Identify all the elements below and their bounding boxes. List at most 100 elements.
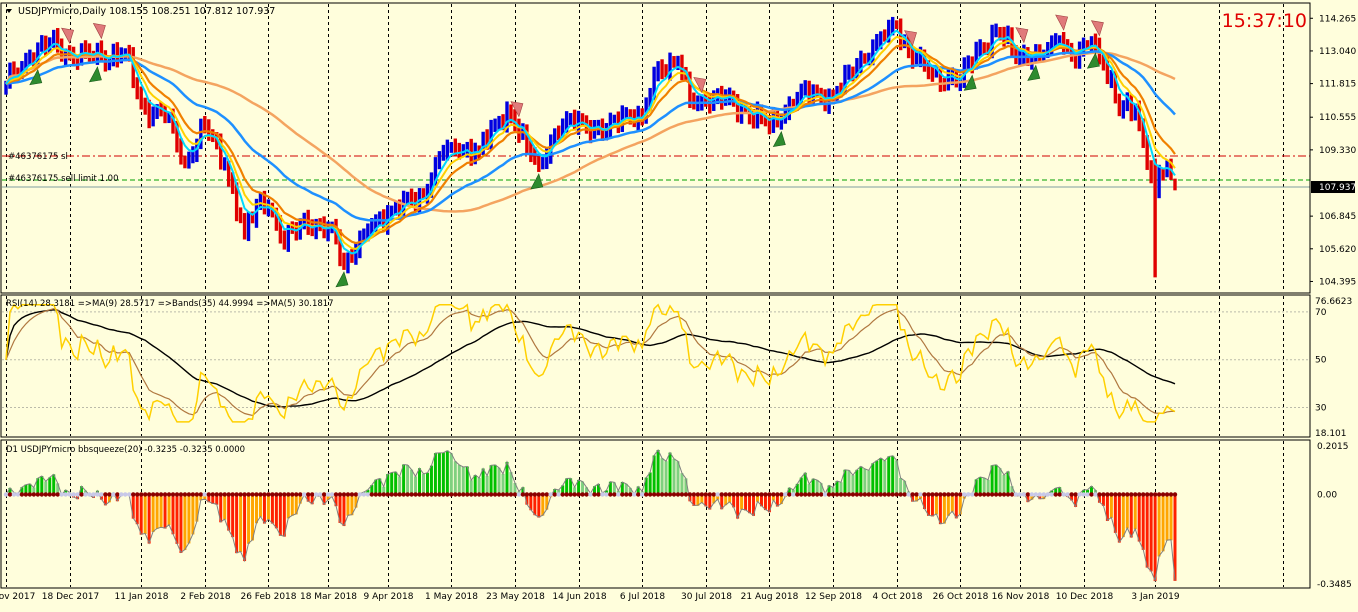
squeeze-bar [36, 478, 40, 495]
squeeze-bar [139, 494, 143, 535]
squeeze-dot [536, 492, 542, 497]
squeeze-dot [309, 492, 315, 497]
squeeze-bar [282, 494, 286, 537]
squeeze-dot [576, 492, 581, 497]
squeeze-dot [707, 492, 712, 497]
squeeze-bar [286, 494, 290, 519]
sell-arrow-icon [1055, 14, 1069, 31]
squeeze-dot [445, 492, 450, 497]
squeeze-dot [1133, 492, 1138, 497]
squeeze-dot [1001, 492, 1007, 497]
squeeze-dot [154, 492, 160, 497]
squeeze-dot [453, 492, 458, 497]
collapse-triangle-icon [6, 9, 12, 13]
squeeze-bar [262, 494, 266, 524]
squeeze-bar [561, 485, 565, 495]
squeeze-dot [842, 492, 848, 497]
squeeze-dot [894, 492, 899, 497]
squeeze-bar [247, 494, 251, 544]
squeeze-dot [166, 492, 172, 497]
squeeze-dot [214, 492, 219, 497]
squeeze-bar [1121, 494, 1125, 538]
sell-arrow-icon [92, 23, 106, 40]
x-axis-label: 21 Aug 2018 [741, 592, 799, 602]
squeeze-bar [99, 494, 103, 500]
buy-arrow-icon [1086, 52, 1100, 69]
squeeze-dot [353, 492, 359, 497]
squeeze-dot [608, 492, 613, 497]
squeeze-bar [541, 494, 545, 516]
squeeze-dot [966, 492, 971, 497]
x-axis-label: 24 Nov 2017 [0, 592, 35, 602]
squeeze-dot [1045, 492, 1050, 497]
squeeze-dot [1041, 492, 1046, 497]
squeeze-dot [636, 492, 641, 497]
x-axis-label: 1 May 2018 [425, 592, 478, 602]
squeeze-dot [186, 492, 192, 497]
squeeze-dot [349, 492, 355, 497]
squeeze-bar [131, 494, 135, 519]
squeeze-dot [238, 492, 243, 497]
squeeze-dot [834, 492, 840, 497]
ma-long-line [4, 51, 1176, 213]
squeeze-dot [55, 492, 60, 497]
squeeze-dot [1089, 492, 1094, 497]
squeeze-bar [151, 494, 155, 533]
squeeze-dot [361, 492, 367, 497]
squeeze-dot [767, 492, 772, 497]
squeeze-dot [1137, 492, 1142, 497]
squeeze-bar [374, 479, 378, 495]
squeeze-bar [903, 480, 907, 495]
squeeze-bar [215, 494, 219, 505]
squeeze-bar [811, 478, 815, 495]
squeeze-dot [759, 492, 764, 497]
price-tick-label: 106.845 [1319, 212, 1356, 222]
squeeze-dot [962, 492, 967, 497]
squeeze-dot [170, 492, 176, 497]
squeeze-dot [826, 492, 832, 497]
squeeze-bar [143, 494, 147, 535]
x-axis-label: 4 Oct 2018 [873, 592, 923, 602]
squeeze-dot [906, 492, 911, 497]
squeeze-bar [700, 494, 704, 503]
squeeze-bar [744, 494, 748, 511]
squeeze-dot [540, 492, 545, 497]
squeeze-dot [87, 492, 92, 497]
squeeze-dot [719, 492, 724, 497]
squeeze-dot [568, 492, 573, 497]
squeeze-dot [1009, 492, 1015, 497]
squeeze-bar [239, 494, 243, 553]
squeeze-dot [1073, 492, 1078, 497]
squeeze-bar [819, 483, 823, 495]
squeeze-dot [528, 492, 534, 497]
squeeze-bar [831, 487, 835, 495]
squeeze-dot [333, 492, 339, 497]
squeeze-bar [954, 494, 958, 519]
squeeze-dot [886, 492, 891, 497]
squeeze-bar [513, 482, 517, 495]
squeeze-dot [639, 492, 645, 497]
squeeze-bar [1137, 494, 1141, 542]
squeeze-dot [504, 492, 510, 497]
squeeze-bar [608, 481, 612, 495]
squeeze-dot [763, 492, 768, 497]
squeeze-dot [667, 492, 673, 497]
squeeze-bar [982, 477, 986, 495]
squeeze-dot [465, 492, 470, 497]
squeeze-dot [1105, 492, 1110, 497]
x-axis-label: 14 Jun 2018 [552, 592, 606, 602]
squeeze-bar [1129, 494, 1133, 538]
squeeze-bar [728, 494, 732, 503]
squeeze-bar [934, 494, 938, 515]
squeeze-dot [341, 492, 347, 497]
squeeze-dot [973, 492, 979, 497]
pane-frame [0, 2, 1311, 294]
squeeze-dot [970, 492, 975, 497]
pane-frame [0, 439, 1311, 589]
squeeze-bar [40, 476, 44, 495]
squeeze-dot [624, 492, 629, 497]
squeeze-bar [958, 494, 962, 515]
squeeze-dot [655, 492, 661, 497]
squeeze-dot [699, 492, 705, 497]
